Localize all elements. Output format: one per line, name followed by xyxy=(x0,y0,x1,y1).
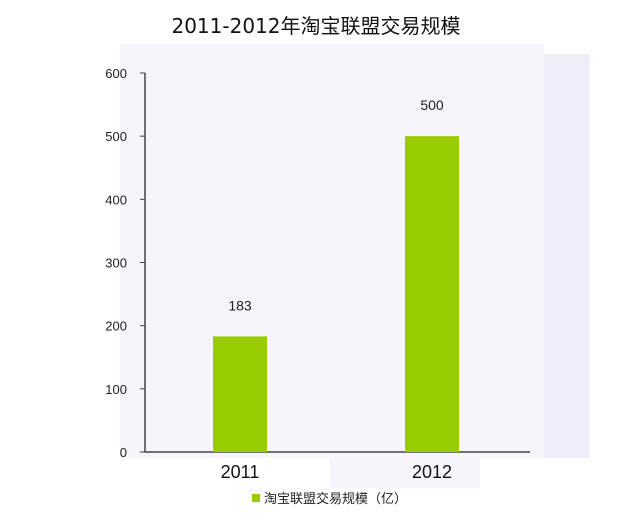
y-tick-label: 300 xyxy=(105,256,127,271)
y-tick-label: 200 xyxy=(105,319,127,334)
y-tick-label: 500 xyxy=(105,129,127,144)
y-tick-label: 600 xyxy=(105,66,127,81)
y-tick-label: 100 xyxy=(105,382,127,397)
right-background-panel xyxy=(544,54,590,458)
bars xyxy=(213,136,459,452)
data-label-2011: 183 xyxy=(228,297,252,313)
y-tick-label: 400 xyxy=(105,192,127,207)
x-axis-ticks: 2011 2012 xyxy=(221,462,452,482)
y-axis-ticks: 0 100 200 300 400 500 600 xyxy=(105,66,145,460)
x-tick-label-2012: 2012 xyxy=(412,462,452,482)
legend: 淘宝联盟交易规模（亿） xyxy=(252,491,407,507)
chart-title: 2011-2012年淘宝联盟交易规模 xyxy=(171,14,460,38)
data-label-2012: 500 xyxy=(420,97,444,113)
bottom-background-panel xyxy=(330,458,480,488)
bar-2011 xyxy=(213,336,267,452)
data-labels: 183 500 xyxy=(228,97,444,313)
y-tick-label: 0 xyxy=(120,445,127,460)
legend-swatch xyxy=(252,494,260,502)
bar-2012 xyxy=(405,136,459,452)
x-tick-label-2011: 2011 xyxy=(221,462,260,482)
legend-label: 淘宝联盟交易规模（亿） xyxy=(264,491,407,507)
plot-background-panel xyxy=(120,44,544,458)
